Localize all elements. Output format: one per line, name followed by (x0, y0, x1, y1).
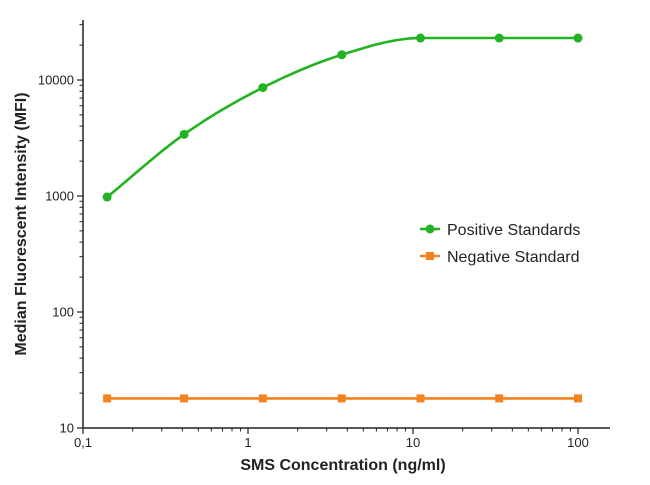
x-tick-label: 0,1 (74, 435, 92, 450)
data-point-negative (103, 394, 112, 403)
y-tick-label: 100 (52, 305, 74, 320)
legend-marker-positive (425, 224, 435, 234)
legend: Positive Standards Negative Standard (420, 222, 580, 266)
data-point-negative (180, 394, 189, 403)
series-line-positive (106, 36, 578, 199)
y-tick-label: 10000 (38, 73, 74, 88)
y-tick-label: 10 (60, 421, 74, 436)
x-axis-title: SMS Concentration (ng/ml) (240, 457, 445, 474)
data-point-positive (179, 129, 189, 139)
data-point-negative (337, 394, 346, 403)
tick-marks: 0,1 1 10 100 10 100 1000 10000 (38, 24, 589, 450)
x-tick-label: 10 (406, 435, 420, 450)
data-point-positive (494, 33, 504, 43)
x-tick-label: 100 (567, 435, 589, 450)
series-layer (102, 33, 583, 403)
axes (82, 20, 610, 429)
data-point-positive (337, 50, 347, 60)
data-point-positive (415, 33, 425, 43)
data-point-negative (416, 394, 425, 403)
data-point-negative (574, 394, 582, 403)
legend-label-positive: Positive Standards (447, 222, 580, 239)
x-tick-label: 1 (244, 435, 251, 450)
data-point-negative (495, 394, 504, 403)
legend-label-negative: Negative Standard (447, 249, 580, 266)
data-point-positive (102, 192, 112, 202)
data-point-negative (258, 394, 267, 403)
legend-marker-negative (426, 252, 434, 260)
legend-item-negative: Negative Standard (420, 249, 580, 266)
y-axis-title: Median Fluorescent Intensity (MFI) (13, 92, 30, 355)
data-point-positive (258, 83, 268, 93)
y-tick-label: 1000 (45, 189, 74, 204)
legend-item-positive: Positive Standards (420, 222, 580, 239)
data-point-positive (573, 33, 583, 43)
